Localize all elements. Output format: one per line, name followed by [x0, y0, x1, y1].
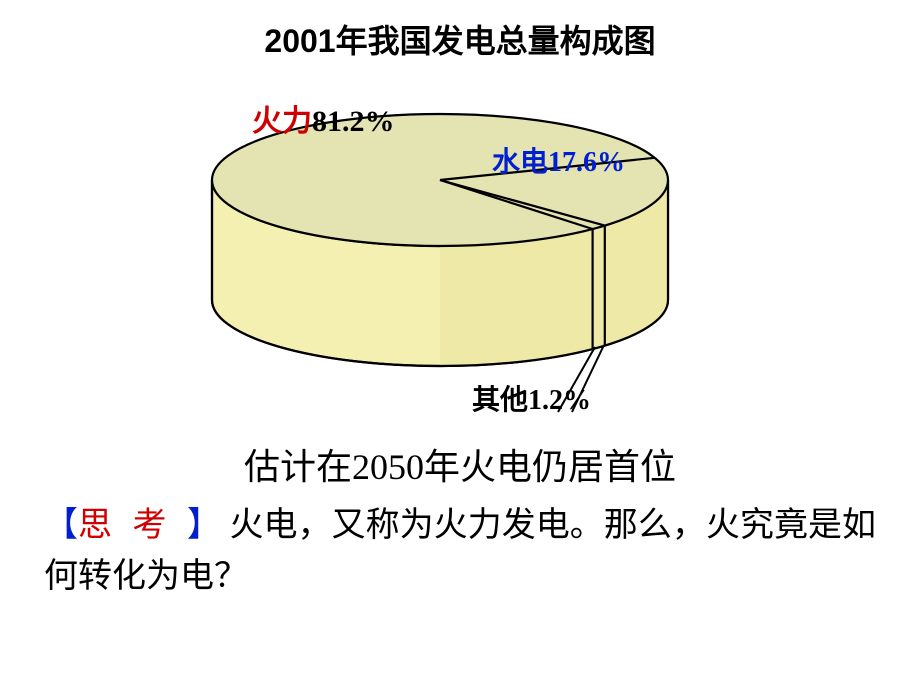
think-label: 思考 — [78, 507, 187, 544]
think-paragraph: 【思考】 火电，又称为火力发电。那么，火究竟是如何转化为电？ — [44, 500, 876, 602]
slice-label-other-zh: 其他 — [472, 385, 528, 416]
slice-label-hydro: 水电17.6% — [492, 140, 625, 180]
slice-label-hydro-value: 17.6 — [548, 147, 597, 178]
chart-subtitle: 估计在2050年火电仍居首位 — [0, 438, 920, 490]
chart-title: 2001年我国发电总量构成图 — [0, 16, 920, 62]
slice-label-fire: 火力81.2% — [252, 96, 395, 140]
pie-chart — [170, 60, 710, 340]
percent-sign: % — [597, 147, 625, 178]
bracket-open: 【 — [44, 507, 78, 544]
bracket-close: 】 — [187, 507, 221, 544]
percent-sign: % — [365, 105, 395, 138]
slice-label-fire-zh: 火力 — [252, 105, 312, 138]
slice-label-hydro-zh: 水电 — [492, 147, 548, 178]
percent-sign: % — [563, 385, 591, 416]
slice-label-other-value: 1.2 — [528, 385, 563, 416]
slice-label-other: 其他1.2% — [472, 378, 591, 418]
slice-label-fire-value: 81.2 — [312, 105, 365, 138]
